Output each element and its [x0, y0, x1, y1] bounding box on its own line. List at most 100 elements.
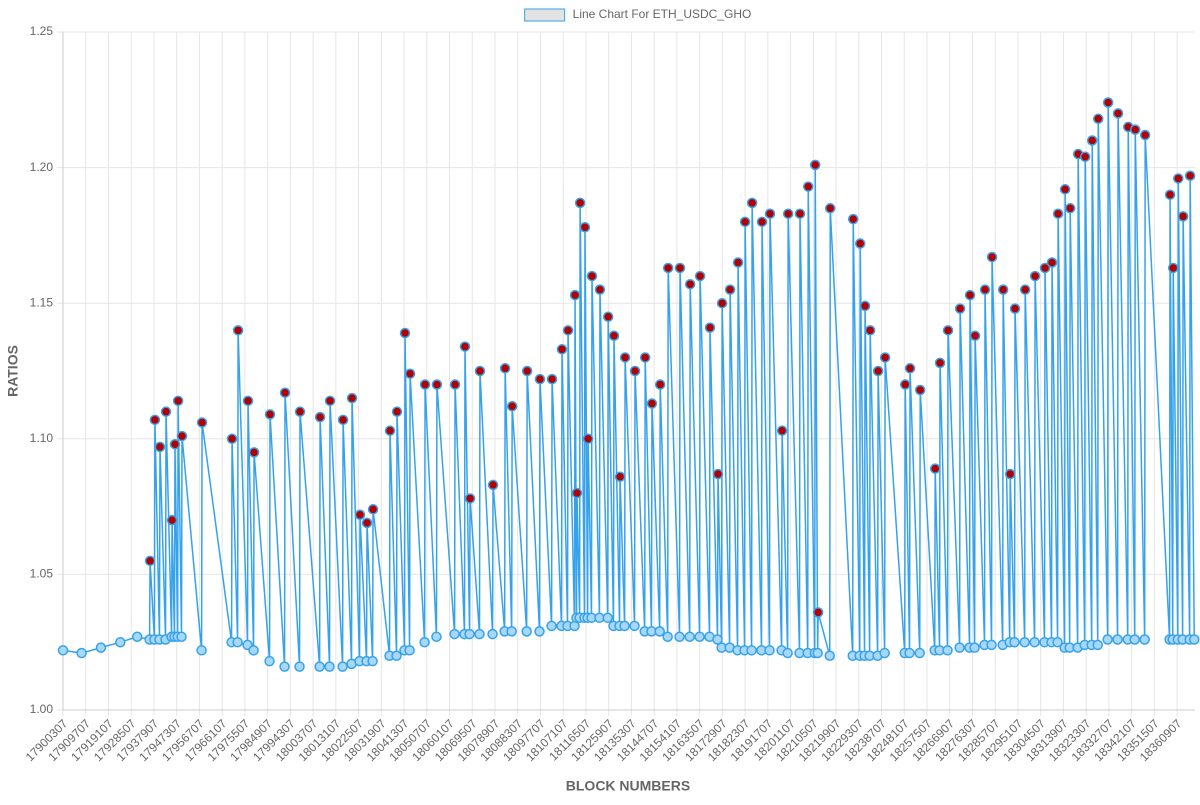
data-point [1029, 270, 1041, 282]
data-point [969, 330, 981, 341]
data-point [879, 352, 891, 363]
data-point [534, 626, 545, 637]
data-point [847, 213, 859, 225]
data-point [169, 438, 181, 450]
data-point [782, 647, 793, 659]
data-point [586, 270, 598, 282]
data-point [646, 398, 658, 409]
data-point [172, 395, 184, 407]
data-point [1086, 135, 1098, 146]
y-tick-label: 1.05 [30, 567, 54, 581]
data-point [1184, 170, 1196, 181]
data-point [674, 631, 685, 643]
data-point [812, 647, 823, 659]
data-point [354, 509, 366, 520]
y-tick-label: 1.25 [30, 24, 54, 38]
data-point [464, 493, 476, 504]
data-point [391, 650, 402, 662]
data-point [942, 645, 953, 656]
data-point [431, 379, 443, 390]
data-point [904, 647, 915, 659]
data-point [1129, 634, 1141, 645]
data-point [506, 626, 517, 637]
data-point [639, 352, 651, 363]
data-point [361, 517, 373, 529]
data-point [1139, 634, 1150, 645]
data-point [704, 322, 716, 333]
data-point [474, 365, 486, 377]
data-point [979, 284, 991, 295]
data-point [824, 203, 836, 214]
data-point [1019, 284, 1031, 295]
y-axis-title: RATIOS [5, 345, 21, 397]
data-point [1092, 113, 1104, 125]
data-point [464, 628, 475, 640]
data-point [449, 628, 460, 640]
data-point [1064, 203, 1076, 214]
data-point [579, 222, 591, 233]
data-point [914, 647, 925, 659]
y-tick-label: 1.15 [30, 295, 54, 309]
data-point [654, 379, 666, 390]
data-point [404, 645, 415, 656]
data-point [57, 645, 69, 656]
data-point [1129, 124, 1141, 135]
data-point [619, 352, 631, 363]
data-point [279, 661, 290, 672]
data-point [76, 647, 87, 659]
data-point [534, 373, 546, 385]
data-point [1004, 468, 1016, 480]
data-point [176, 631, 187, 643]
data-point [969, 642, 980, 653]
data-point [506, 401, 518, 412]
data-point [1102, 97, 1114, 108]
data-point [248, 447, 260, 458]
data-point [294, 661, 305, 672]
data-point [594, 284, 606, 295]
data-point [724, 284, 736, 295]
data-point [196, 645, 207, 656]
data-point [154, 441, 166, 453]
data-point [487, 479, 499, 491]
data-point [1052, 636, 1063, 648]
data-point [629, 365, 641, 377]
data-point [248, 645, 259, 656]
data-point [314, 661, 325, 672]
data-point [232, 636, 243, 648]
data-point [131, 631, 143, 643]
data-point [1079, 151, 1091, 163]
data-point [619, 620, 630, 632]
data-point [756, 216, 768, 228]
data-point [812, 607, 824, 618]
data-point [346, 392, 358, 404]
data-point [1102, 634, 1113, 645]
data-point [367, 504, 379, 515]
data-point [964, 289, 976, 301]
data-point [582, 433, 594, 445]
legend-swatch [524, 8, 566, 22]
data-point [314, 411, 326, 423]
data-point [1112, 634, 1123, 645]
data-point [546, 373, 558, 385]
data-point [419, 636, 430, 648]
data-point [716, 297, 728, 309]
data-point [1189, 634, 1200, 645]
data-point [764, 208, 776, 219]
data-point [809, 159, 821, 171]
data-point [776, 425, 788, 436]
data-point [794, 208, 806, 219]
data-point [176, 430, 188, 442]
data-point [904, 363, 916, 374]
legend: Line Chart For ETH_USDC_GHO [524, 7, 751, 22]
data-point [1167, 262, 1179, 274]
data-point [160, 406, 172, 417]
data-point [487, 628, 498, 640]
data-point [1052, 208, 1064, 219]
data-point [399, 327, 411, 339]
data-point [521, 365, 533, 377]
data-point [1092, 639, 1103, 651]
data-point [264, 409, 276, 420]
x-axis-title: BLOCK NUMBERS [566, 778, 690, 794]
data-point [196, 417, 208, 428]
data-point [459, 341, 471, 352]
